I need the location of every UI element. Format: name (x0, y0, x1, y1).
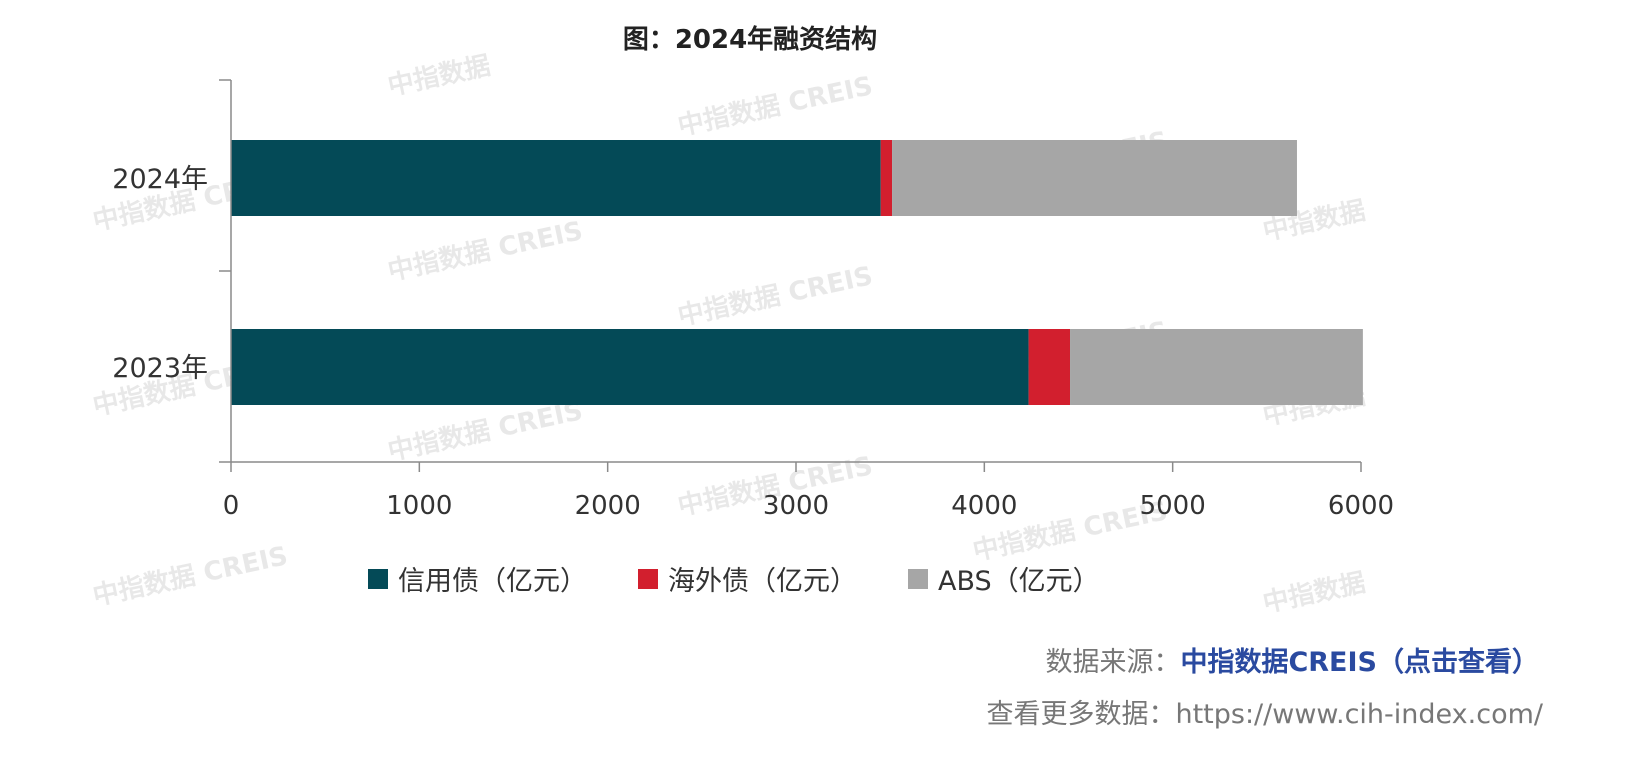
bar-segment (880, 140, 893, 216)
axes: 0 1000 2000 3000 4000 5000 6000 (219, 79, 1394, 521)
legend: 信用债（亿元） 海外债（亿元） ABS（亿元） (368, 566, 1100, 597)
watermark-text: 中指数据 (385, 51, 493, 102)
bar-segment (1028, 329, 1071, 405)
legend-item: 信用债（亿元） (368, 566, 587, 597)
more-label: 查看更多数据： (986, 699, 1176, 730)
watermark-text: 中指数据 CREIS (675, 71, 875, 142)
x-tick-label: 6000 (1328, 491, 1394, 521)
data-source: 数据来源：中指数据CREIS（点击查看） (1045, 640, 1539, 679)
legend-label: 信用债（亿元） (398, 566, 587, 597)
x-tick-label: 5000 (1140, 491, 1206, 521)
watermark-text: 中指数据 CREIS (385, 216, 585, 287)
category-label: 2024年 (112, 164, 208, 195)
bar-segment (231, 329, 1029, 405)
legend-label: ABS（亿元） (938, 566, 1100, 597)
category-label: 2023年 (112, 353, 208, 384)
more-url[interactable]: https://www.cih-index.com/ (1175, 699, 1543, 730)
x-tick-label: 4000 (951, 491, 1017, 521)
watermark-text: 中指数据 CREIS (385, 396, 585, 467)
x-tick-label: 3000 (763, 491, 829, 521)
bar-segment (892, 140, 1297, 216)
x-tick-label: 0 (223, 491, 240, 521)
more-data: 查看更多数据：https://www.cih-index.com/ (986, 692, 1543, 731)
legend-label: 海外债（亿元） (668, 566, 857, 597)
legend-item: ABS（亿元） (908, 566, 1100, 597)
legend-swatch (368, 569, 388, 589)
bar-segment (231, 140, 881, 216)
chart-title: 图：2024年融资结构 (623, 24, 877, 55)
legend-swatch (638, 569, 658, 589)
bar-segment (1070, 329, 1363, 405)
source-link[interactable]: 中指数据CREIS（点击查看） (1180, 647, 1539, 678)
bars: 2024年 2023年 (112, 140, 1363, 405)
legend-swatch (908, 569, 928, 589)
watermark-text: 中指数据 (1260, 568, 1368, 619)
x-tick-label: 1000 (386, 491, 452, 521)
watermark-text: 中指数据 CREIS (90, 541, 290, 612)
watermark-text: 中指数据 CREIS (675, 261, 875, 332)
source-label: 数据来源： (1045, 647, 1181, 678)
x-tick-label: 2000 (575, 491, 641, 521)
legend-item: 海外债（亿元） (638, 566, 857, 597)
